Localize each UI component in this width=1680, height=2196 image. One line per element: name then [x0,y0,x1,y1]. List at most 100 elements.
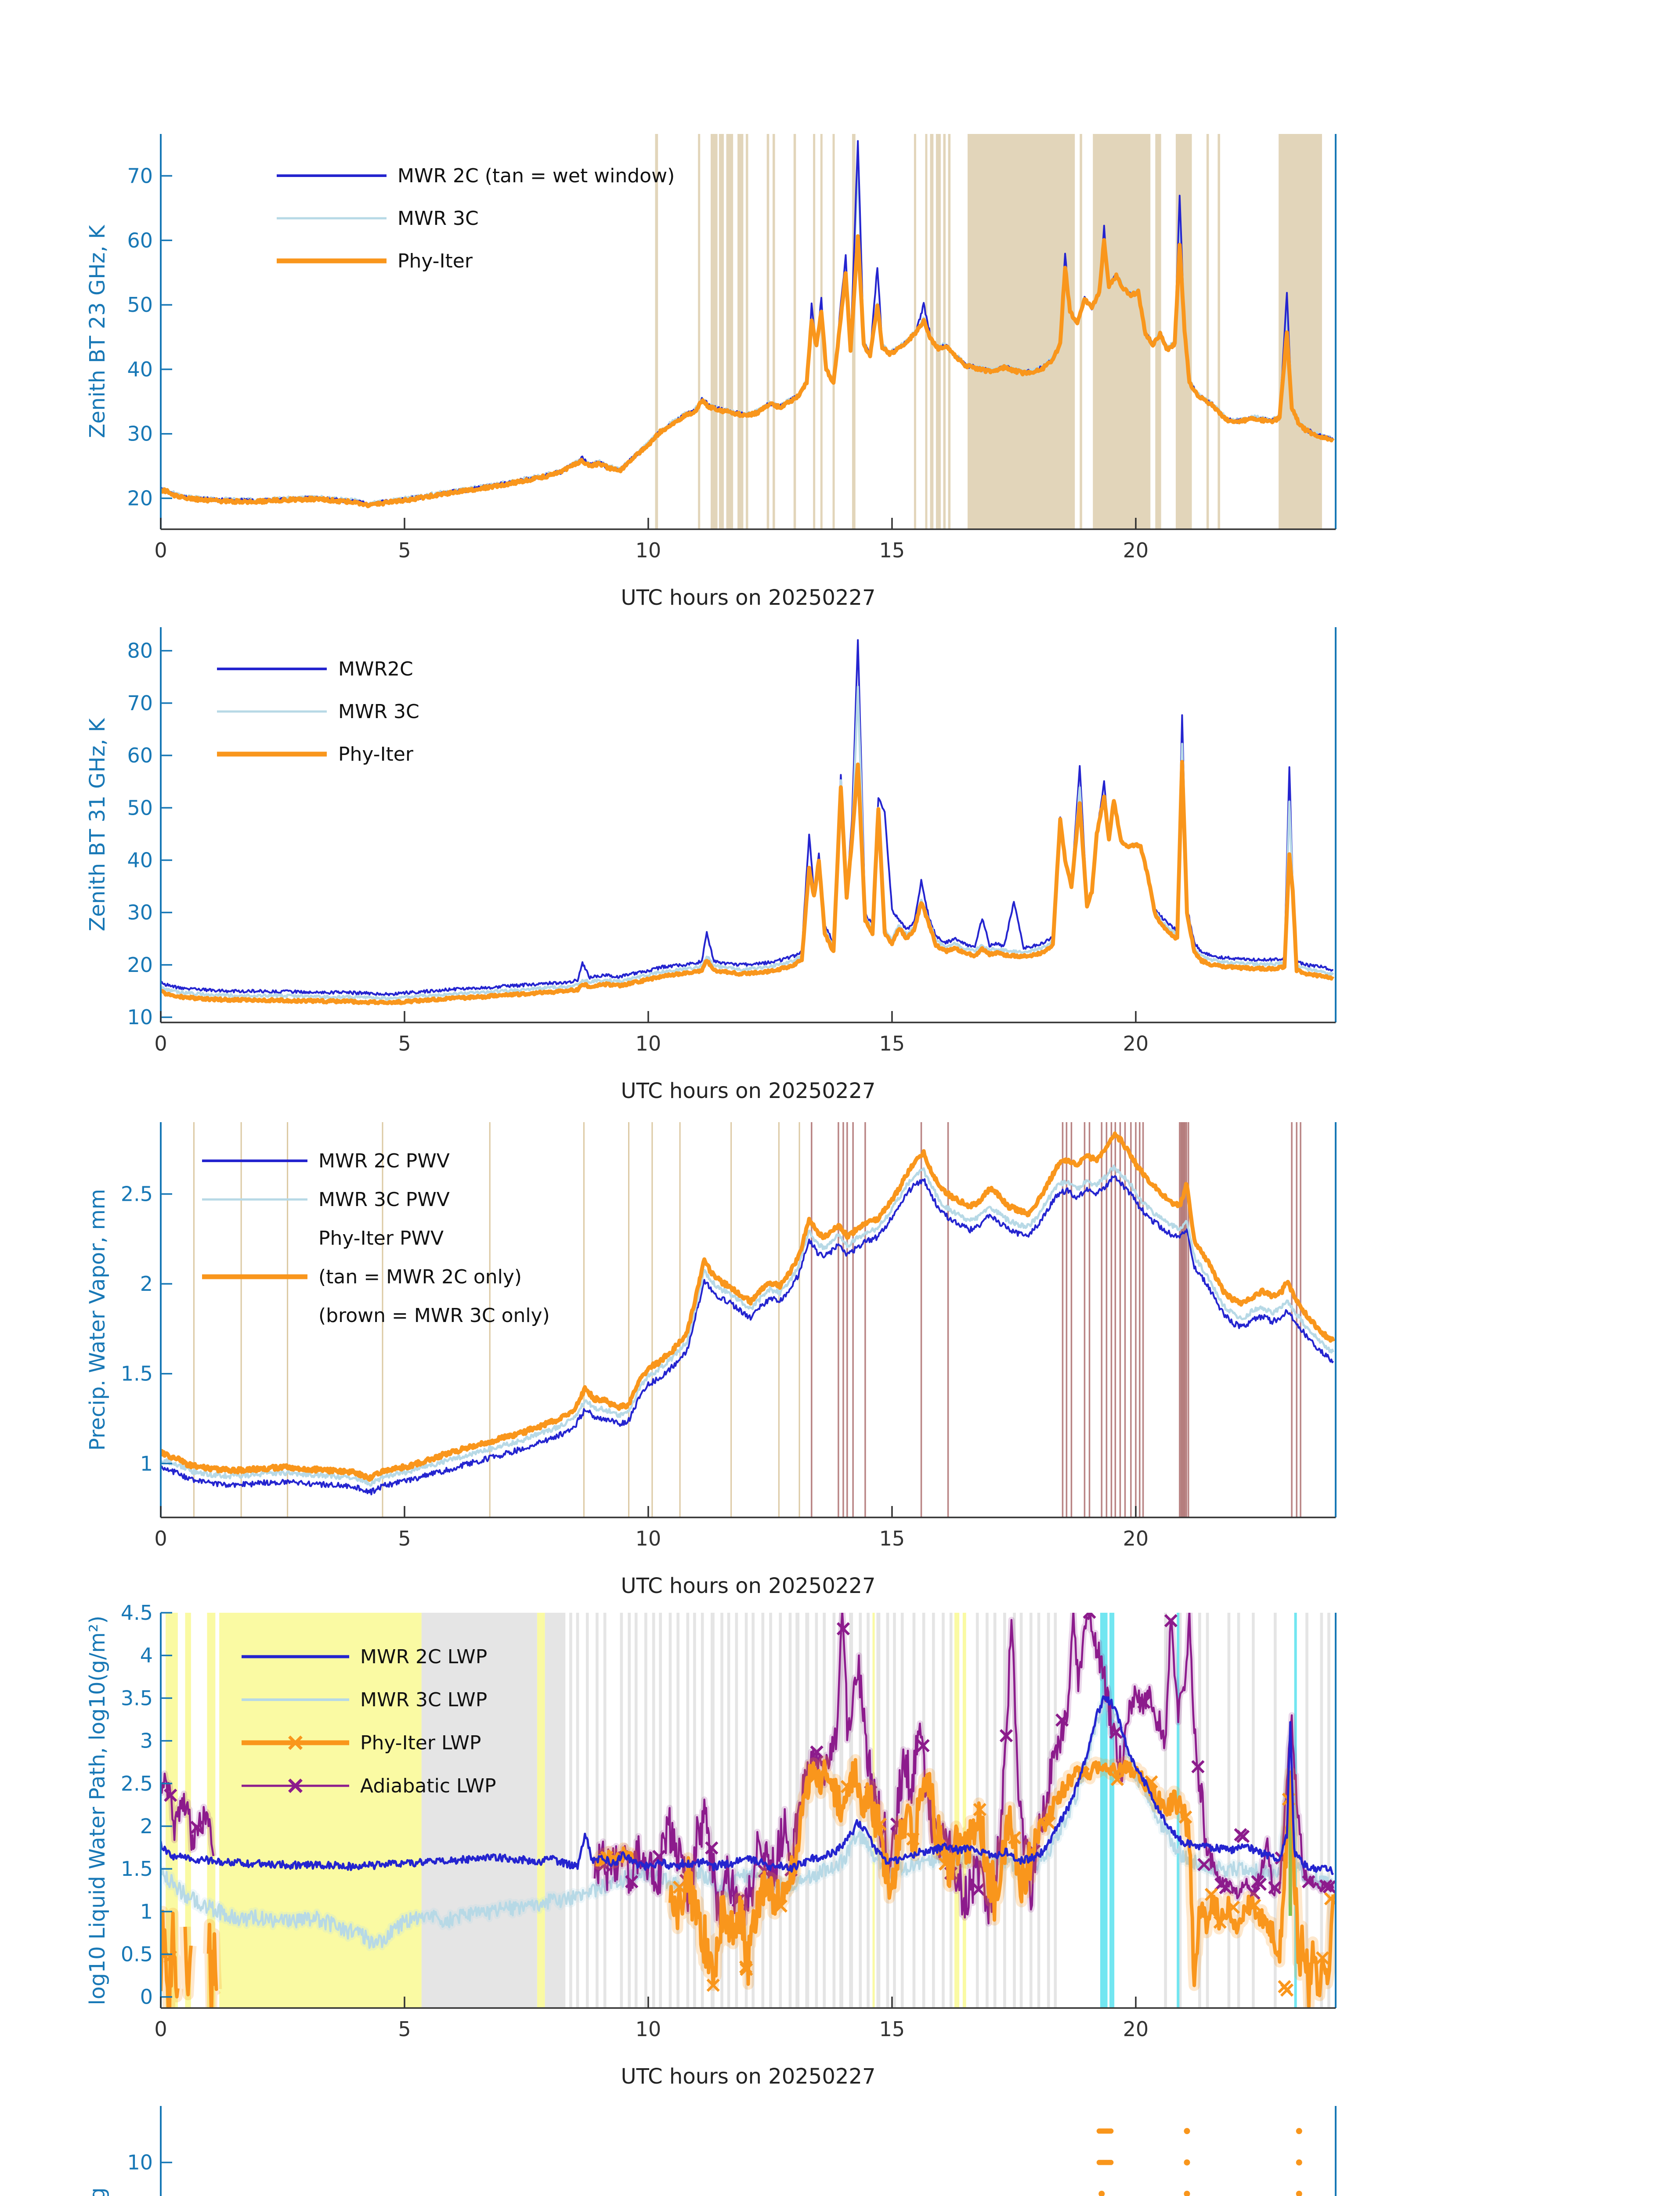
gray-band [1003,1613,1006,2008]
y-tick-label: 3 [140,1729,153,1753]
y-tick-label: 1.5 [121,1362,153,1386]
wet-window-band [943,134,946,529]
x-marker [706,1979,720,1992]
flag-dot [1296,2159,1302,2166]
wet-window-band [1080,134,1082,529]
x-marker [1042,1816,1056,1830]
wet-window-band [948,134,951,529]
gray-band [1327,1613,1330,2008]
gray-band [949,1613,953,2008]
wet-window-band [936,134,941,529]
series-phyiter [183,1926,193,1997]
series-phyiter [161,1910,180,2008]
x-marker [1179,1810,1192,1824]
gray-band [1178,1613,1182,2008]
x-marker [1324,1892,1336,1906]
wet-window-band [655,134,658,529]
gray-band [545,1613,566,2008]
y-tick-label: 10 [127,2151,153,2174]
gray-band [912,1613,916,2008]
y-tick-label: 60 [127,228,153,252]
y-tick-label: 20 [127,487,153,510]
wet-window-band [698,134,701,529]
x-marker [163,1950,177,1964]
legend-label: (tan = MWR 2C only) [318,1266,522,1288]
yellow-band [537,1613,545,2008]
y-tick-label: 50 [127,293,153,317]
y-tick-label: 3.5 [121,1686,153,1710]
legend-label: Phy-Iter LWP [360,1732,481,1754]
x-marker [807,1771,821,1784]
series-mwr3c [161,686,1334,1001]
x-tick-label: 20 [1123,538,1149,562]
gray-band [823,1613,826,2008]
gray-band [886,1613,889,2008]
panel-precip-water-vapor: 1 1.5 2 2.5 0 5 10 15 20 Precip. Water Vapor, mm U… [0,1100,1680,1651]
x-tick-label: 20 [1123,1032,1149,1055]
series-phyiter [161,1131,1335,1482]
gray-band [744,1613,748,2008]
series-mwr3c [161,1164,1334,1487]
x-marker [916,1739,930,1752]
legend-label: Phy-Iter PWV [318,1227,444,1250]
gray-band [727,1613,730,2008]
y-tick-label: 10 [127,1005,153,1029]
x-marker [906,1832,920,1846]
wet-window-band [930,134,934,529]
y-tick-label: 80 [127,639,153,663]
gray-band [603,1613,607,2008]
x-marker [810,1745,824,1759]
x-marker [1214,1878,1228,1891]
x-marker [973,1802,986,1817]
x-marker [1315,1951,1330,1965]
gray-band [893,1613,896,2008]
legend-label: Phy-Iter [338,743,414,766]
flag-dot [1184,2128,1190,2135]
gray-band [644,1613,647,2008]
lwp-chart: 0 0.5 1 1.5 2 2.5 3 3.5 4 4.5 0 5 10 15 20 log10 Liquid… [85,1601,1337,2089]
x-tick-label: 20 [1123,1527,1149,1550]
y-tick-label: 70 [127,691,153,715]
y-tick-label: 0.5 [121,1943,153,1966]
x-marker [739,1960,753,1974]
gray-band [805,1613,809,2008]
y-tick-label: 2 [140,1814,153,1838]
gray-band [788,1613,792,2008]
y-tick-label: 70 [127,164,153,188]
gray-band [942,1613,945,2008]
x-tick-label: 10 [636,2017,661,2041]
gray-band [849,1613,853,2008]
x-marker [1008,1831,1021,1845]
x-tick-label: 15 [879,2017,905,2041]
y-tick-label: 4.5 [121,1601,153,1625]
gray-band [569,1613,572,2008]
panel-zenith-bt-31ghz: 10 20 30 40 50 60 70 80 0 5 10 15 20 Zenith BT 31 GHz… [0,605,1680,1156]
gray-band [922,1613,925,2008]
gray-band [1198,1613,1201,2008]
x-tick-label: 0 [154,1032,167,1055]
y-tick-label: 0 [140,1985,153,2009]
x-tick-label: 15 [879,1527,905,1550]
x-marker [1197,1858,1211,1871]
y-tick-label: 2 [140,1272,153,1296]
flag-dot [1108,2128,1114,2134]
pwv-chart: 1 1.5 2 2.5 0 5 10 15 20 Precip. Water Vapor, mm U… [85,1122,1337,1598]
gray-band [1252,1613,1255,2008]
gray-band [585,1613,589,2008]
x-axis-label: UTC hours on 20250227 [621,2064,876,2089]
gray-band [1054,1613,1057,2008]
gray-band [693,1613,696,2008]
gray-band [986,1613,989,2008]
x-tick-label: 15 [879,538,905,562]
gray-band [676,1613,679,2008]
x-tick-label: 20 [1123,2017,1149,2041]
wet-window-band [1155,134,1161,529]
wet-window-band [1093,134,1151,529]
gray-band [421,1613,537,2008]
gray-band [628,1613,631,2008]
x-marker [1109,1725,1123,1739]
x-tick-label: 5 [398,1527,411,1550]
x-marker [1322,1880,1336,1894]
gray-band [751,1613,755,2008]
x-marker [873,1817,887,1831]
